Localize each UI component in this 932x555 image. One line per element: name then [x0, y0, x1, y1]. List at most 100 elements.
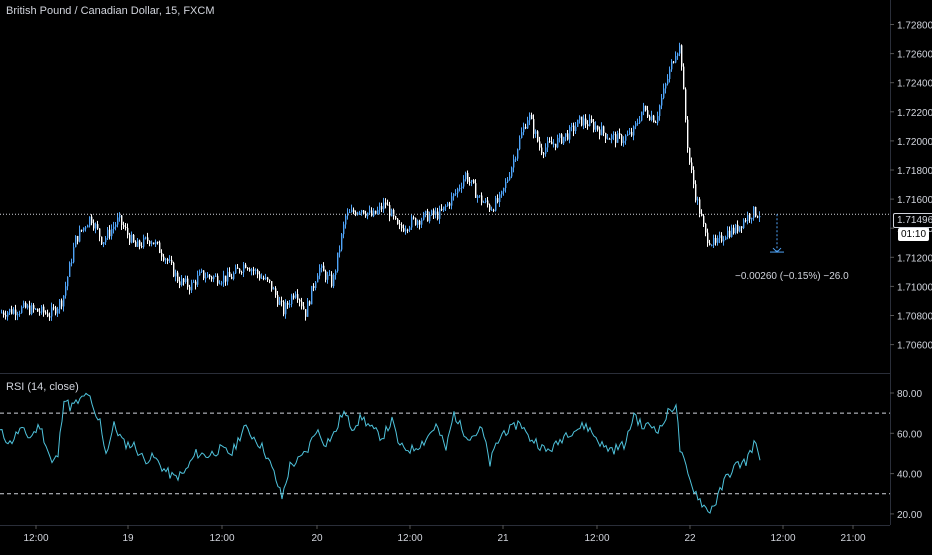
- candle-up: [131, 234, 133, 243]
- candle-up: [341, 234, 343, 250]
- candle-down: [707, 232, 709, 244]
- candle-down: [253, 269, 255, 271]
- candle-down: [621, 135, 623, 144]
- candle-down: [225, 275, 227, 282]
- candle-down: [133, 234, 135, 242]
- candle-down: [127, 227, 129, 235]
- candle-up: [155, 241, 157, 245]
- candle-down: [537, 131, 539, 142]
- candle-up: [547, 141, 549, 148]
- candle-up: [423, 212, 425, 220]
- candle-up: [505, 181, 507, 188]
- candle-up: [289, 304, 291, 306]
- candle-down: [585, 118, 587, 125]
- price-tick-label: 1.70800: [897, 312, 932, 323]
- candle-down: [323, 265, 325, 272]
- candle-down: [229, 271, 231, 277]
- candle-down: [29, 305, 31, 315]
- candle-up: [411, 217, 413, 228]
- candle-up: [87, 225, 89, 228]
- candle-up: [519, 137, 521, 150]
- candle-down: [475, 183, 477, 198]
- candle-up: [197, 275, 199, 285]
- candle-down: [709, 243, 711, 245]
- candle-up: [565, 133, 567, 137]
- candle-down: [387, 204, 389, 206]
- candle-down: [603, 126, 605, 134]
- candle-down: [303, 306, 305, 310]
- candle-up: [145, 237, 147, 239]
- candle-up: [753, 206, 755, 218]
- candle-down: [275, 288, 277, 296]
- candle-down: [171, 259, 173, 263]
- candle-down: [397, 218, 399, 225]
- candle-up: [509, 176, 511, 180]
- candle-down: [381, 206, 383, 210]
- candle-down: [247, 267, 249, 270]
- candle-down: [681, 45, 683, 67]
- candle-up: [503, 187, 505, 192]
- candle-down: [5, 315, 7, 317]
- candle-up: [445, 205, 447, 207]
- candle-up: [535, 131, 537, 134]
- candle-down: [737, 224, 739, 232]
- candle-down: [695, 184, 697, 201]
- candle-up: [51, 307, 53, 317]
- candle-up: [529, 114, 531, 121]
- candle-up: [67, 276, 69, 287]
- candle-down: [741, 226, 743, 229]
- last-price-tag: 1.71496: [893, 213, 932, 228]
- candle-down: [293, 295, 295, 298]
- candle-up: [579, 116, 581, 120]
- candle-up: [409, 227, 411, 230]
- candle-down: [413, 217, 415, 219]
- candle-up: [623, 140, 625, 144]
- candle-up: [291, 295, 293, 305]
- candle-down: [531, 114, 533, 120]
- candle-up: [665, 83, 667, 89]
- candle-up: [21, 306, 23, 313]
- candle-up: [751, 217, 753, 220]
- candle-up: [201, 270, 203, 272]
- candle-up: [213, 276, 215, 280]
- price-tick-label: 1.71200: [897, 253, 932, 264]
- candle-up: [725, 237, 727, 240]
- candle-up: [523, 126, 525, 133]
- candle-up: [69, 262, 71, 277]
- candle-down: [703, 215, 705, 224]
- candle-down: [271, 281, 273, 290]
- candle-down: [49, 316, 51, 318]
- candle-down: [701, 213, 703, 216]
- candle-up: [507, 179, 509, 182]
- candle-up: [327, 274, 329, 280]
- candle-up: [517, 149, 519, 159]
- candle-up: [85, 227, 87, 229]
- candle-down: [645, 105, 647, 111]
- candle-up: [285, 302, 287, 315]
- candle-up: [63, 295, 65, 307]
- candle-up: [471, 180, 473, 182]
- price-axis[interactable]: 1.72800 1.72600 1.72400 1.72200 1.72000 1.718…: [890, 21, 932, 352]
- candle-down: [543, 153, 545, 155]
- rsi-axis[interactable]: 80.00 60.00 40.00 20.00: [890, 389, 922, 521]
- price-tick-label: 1.72800: [897, 21, 932, 32]
- time-tick-label: 12:00: [584, 533, 609, 544]
- candle-down: [249, 269, 251, 272]
- candle-up: [675, 55, 677, 63]
- candle-up: [19, 312, 21, 315]
- time-axis[interactable]: 12:00 19 12:00 20 12:00 21 12:00 22 12:00 21:00: [23, 525, 866, 544]
- candle-up: [545, 147, 547, 154]
- candle-down: [53, 307, 55, 309]
- candle-up: [13, 309, 15, 314]
- candle-down: [407, 229, 409, 231]
- candle-up: [513, 159, 515, 168]
- candle-down: [541, 147, 543, 154]
- candle-down: [47, 313, 49, 317]
- candle-down: [25, 302, 27, 308]
- candle-down: [61, 300, 63, 307]
- candle-up: [677, 53, 679, 56]
- candle-up: [335, 270, 337, 275]
- candle-down: [561, 134, 563, 144]
- candle-up: [251, 269, 253, 272]
- candle-up: [107, 229, 109, 238]
